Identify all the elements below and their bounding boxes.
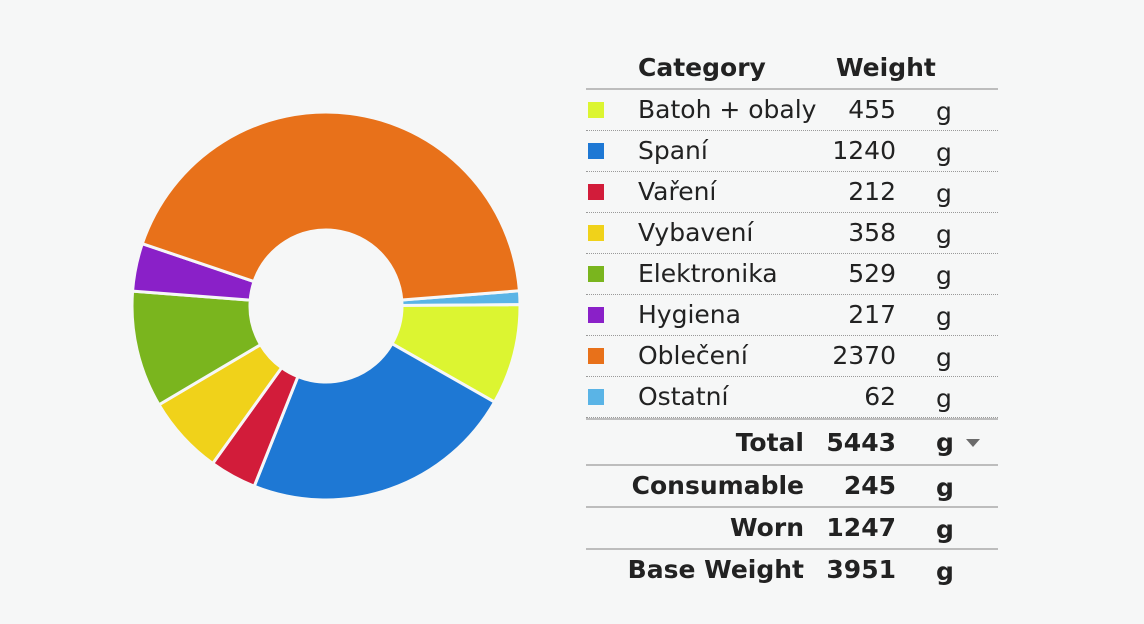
category-row-ostatni[interactable]: Ostatní 62 g <box>586 377 998 418</box>
donut-slice-oble-en[interactable] <box>140 110 522 302</box>
category-unit: g <box>936 302 952 331</box>
category-name: Batoh + obaly <box>638 95 817 124</box>
category-swatch <box>588 143 604 159</box>
base-weight-value: 3951 <box>826 555 896 584</box>
consumable-label: Consumable <box>631 471 804 500</box>
category-swatch <box>588 102 604 118</box>
total-label: Total <box>735 428 804 457</box>
category-row-spani[interactable]: Spaní 1240 g <box>586 131 998 172</box>
category-row-vybaveni[interactable]: Vybavení 358 g <box>586 213 998 254</box>
category-unit: g <box>936 97 952 126</box>
category-swatch <box>588 266 604 282</box>
total-unit: g <box>936 428 954 457</box>
category-weight: 529 <box>848 259 896 288</box>
consumable-value: 245 <box>843 471 896 500</box>
category-weight: 1240 <box>832 136 896 165</box>
category-row-elektronika[interactable]: Elektronika 529 g <box>586 254 998 295</box>
category-unit: g <box>936 179 952 208</box>
category-row-vareni[interactable]: Vaření 212 g <box>586 172 998 213</box>
category-name: Oblečení <box>638 341 748 370</box>
category-name: Vaření <box>638 177 717 206</box>
donut-slice-span[interactable] <box>252 341 497 502</box>
category-weight: 212 <box>848 177 896 206</box>
category-weight: 62 <box>864 382 896 411</box>
category-name: Vybavení <box>638 218 754 247</box>
category-row-batoh[interactable]: Batoh + obaly 455 g <box>586 90 998 131</box>
category-unit: g <box>936 384 952 413</box>
consumable-unit: g <box>936 473 954 502</box>
category-unit: g <box>936 343 952 372</box>
base-weight-row: Base Weight 3951 g <box>586 550 998 590</box>
category-unit: g <box>936 138 952 167</box>
weight-table: Category Weight Batoh + obaly 455 g Span… <box>586 50 998 590</box>
category-row-hygiena[interactable]: Hygiena 217 g <box>586 295 998 336</box>
category-unit: g <box>936 261 952 290</box>
unit-dropdown-caret-icon[interactable] <box>966 439 980 447</box>
category-swatch <box>588 307 604 323</box>
category-unit: g <box>936 220 952 249</box>
donut-chart <box>130 110 522 502</box>
total-value: 5443 <box>826 428 896 457</box>
category-swatch <box>588 184 604 200</box>
category-weight: 2370 <box>832 341 896 370</box>
category-swatch <box>588 225 604 241</box>
worn-row: Worn 1247 g <box>586 508 998 550</box>
category-swatch <box>588 389 604 405</box>
category-weight: 217 <box>848 300 896 329</box>
worn-label: Worn <box>730 513 804 542</box>
category-name: Spaní <box>638 136 708 165</box>
worn-unit: g <box>936 515 954 544</box>
base-weight-label: Base Weight <box>627 555 804 584</box>
header-weight: Weight <box>836 53 936 82</box>
category-weight: 358 <box>848 218 896 247</box>
table-header: Category Weight <box>586 50 998 90</box>
category-swatch <box>588 348 604 364</box>
total-row: Total 5443 g <box>586 418 998 466</box>
category-name: Hygiena <box>638 300 741 329</box>
base-weight-unit: g <box>936 557 954 586</box>
consumable-row: Consumable 245 g <box>586 466 998 508</box>
worn-value: 1247 <box>826 513 896 542</box>
header-category: Category <box>638 53 766 82</box>
category-name: Ostatní <box>638 382 729 411</box>
category-weight: 455 <box>848 95 896 124</box>
category-name: Elektronika <box>638 259 778 288</box>
category-row-obleceni[interactable]: Oblečení 2370 g <box>586 336 998 377</box>
